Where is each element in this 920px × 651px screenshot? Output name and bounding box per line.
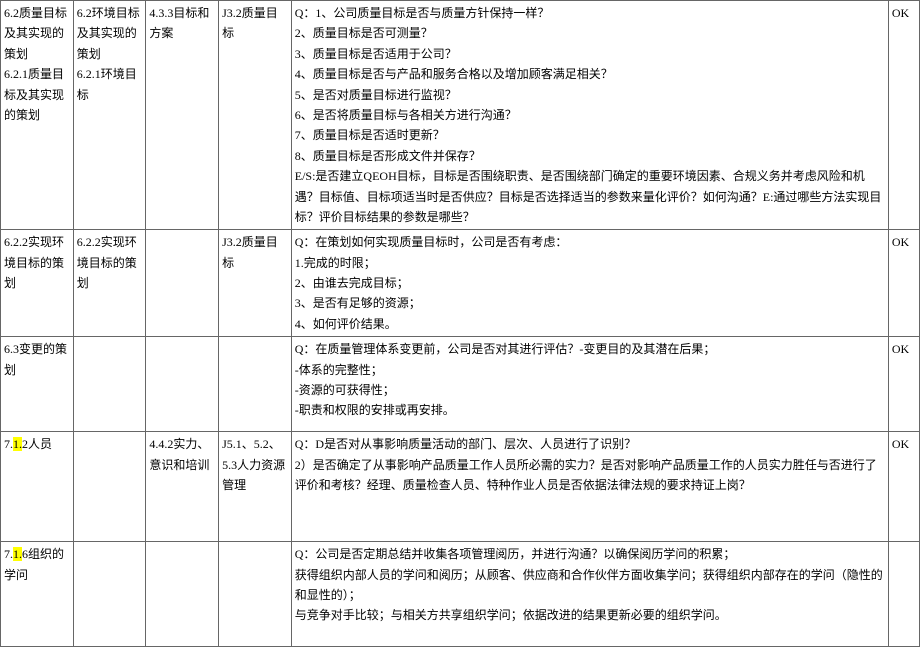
- col-ref1: [146, 230, 219, 337]
- col-ref2: [219, 542, 292, 647]
- col-question: Q：公司是否定期总结并收集各项管理阅历，并进行沟通？以确保阅历学问的积累；获得组…: [291, 542, 888, 647]
- col-ref1: [146, 337, 219, 432]
- table-row: 7.1.6组织的学问 Q：公司是否定期总结并收集各项管理阅历，并进行沟通？以确保阅…: [1, 542, 920, 647]
- col-question: Q：D是否对从事影响质量活动的部门、层次、人员进行了识别？2）是否确定了从事影响…: [291, 432, 888, 542]
- col-question: Q：在质量管理体系变更前，公司是否对其进行评估？-变更目的及其潜在后果；-体系的…: [291, 337, 888, 432]
- table-row: 6.2质量目标及其实现的策划6.2.1质量目标及其实现的策划6.2环境目标及其实…: [1, 1, 920, 230]
- table-row: 6.2.2实现环境目标的策划6.2.2实现环境目标的策划 J3.2质量目标Q：在策…: [1, 230, 920, 337]
- col-status: OK: [888, 1, 919, 230]
- col-ref1: [146, 542, 219, 647]
- col-clause-q: 6.2.2实现环境目标的策划: [1, 230, 74, 337]
- col-clause-e: [73, 432, 146, 542]
- table-row: 7.1.2人员 4.4.2实力、意识和培训J5.1、5.2、5.3人力资源管理Q：…: [1, 432, 920, 542]
- col-ref2: [219, 337, 292, 432]
- col-status: OK: [888, 337, 919, 432]
- col-clause-q: 6.3变更的策划: [1, 337, 74, 432]
- col-question: Q：1、公司质量目标是否与质量方针保持一样？2、质量目标是否可测量？3、质量目标…: [291, 1, 888, 230]
- col-status: OK: [888, 432, 919, 542]
- col-clause-e: 6.2.2实现环境目标的策划: [73, 230, 146, 337]
- col-question: Q：在策划如何实现质量目标时，公司是否有考虑：1.完成的时限；2、由谁去完成目标…: [291, 230, 888, 337]
- col-ref2: J3.2质量目标: [219, 230, 292, 337]
- col-clause-e: [73, 337, 146, 432]
- col-clause-q: 7.1.2人员: [1, 432, 74, 542]
- col-ref1: 4.3.3目标和方案: [146, 1, 219, 230]
- col-status: [888, 542, 919, 647]
- col-clause-q: 6.2质量目标及其实现的策划6.2.1质量目标及其实现的策划: [1, 1, 74, 230]
- col-ref1: 4.4.2实力、意识和培训: [146, 432, 219, 542]
- col-ref2: J5.1、5.2、5.3人力资源管理: [219, 432, 292, 542]
- audit-table: 6.2质量目标及其实现的策划6.2.1质量目标及其实现的策划6.2环境目标及其实…: [0, 0, 920, 647]
- col-clause-e: 6.2环境目标及其实现的策划6.2.1环境目标: [73, 1, 146, 230]
- col-status: OK: [888, 230, 919, 337]
- col-clause-e: [73, 542, 146, 647]
- col-ref2: J3.2质量目标: [219, 1, 292, 230]
- col-clause-q: 7.1.6组织的学问: [1, 542, 74, 647]
- table-row: 6.3变更的策划 Q：在质量管理体系变更前，公司是否对其进行评估？-变更目的及其潜…: [1, 337, 920, 432]
